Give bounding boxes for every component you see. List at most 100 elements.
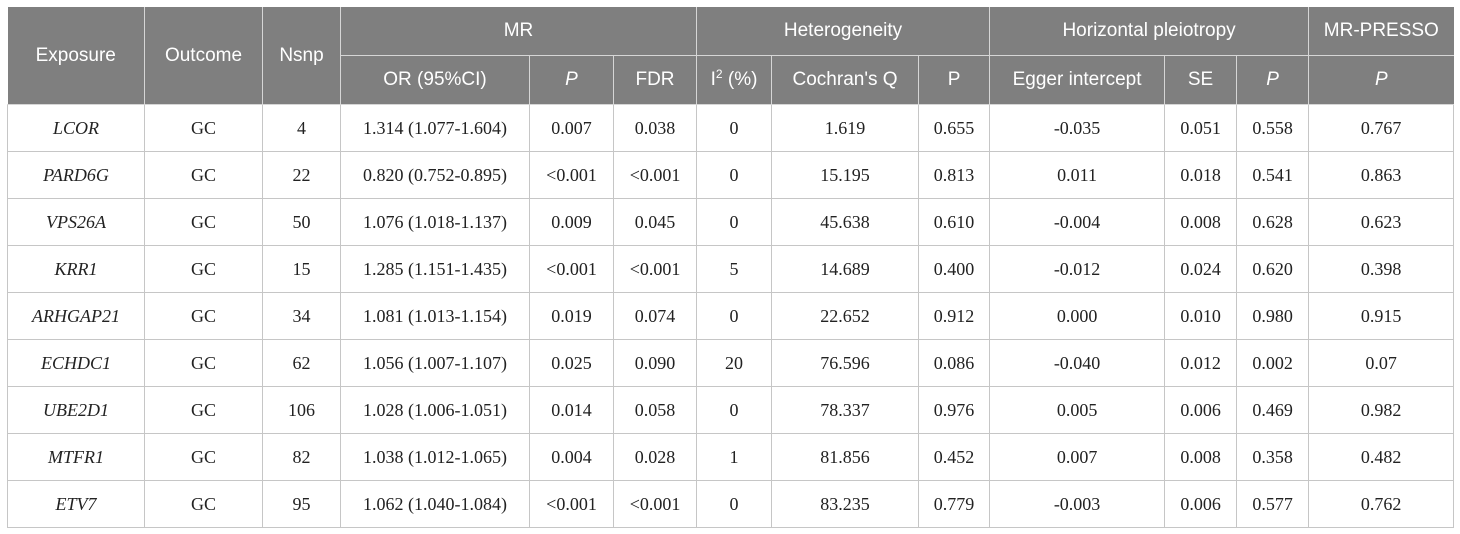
header-egger-intercept: Egger intercept bbox=[989, 55, 1165, 105]
cell-se: 0.006 bbox=[1164, 480, 1238, 528]
table-row: ARHGAP21 GC 34 1.081 (1.013-1.154) 0.019… bbox=[7, 292, 1455, 340]
cell-p-presso: 0.762 bbox=[1308, 480, 1455, 528]
table-row: MTFR1 GC 82 1.038 (1.012-1.065) 0.004 0.… bbox=[7, 433, 1455, 481]
cell-nsnp: 4 bbox=[262, 104, 341, 152]
cell-egger-intercept: -0.004 bbox=[989, 198, 1166, 246]
cell-or-ci: 1.285 (1.151-1.435) bbox=[340, 245, 530, 293]
table-row: ETV7 GC 95 1.062 (1.040-1.084) <0.001 <0… bbox=[7, 480, 1455, 528]
cell-p-heterogeneity: 0.452 bbox=[918, 433, 991, 481]
cell-fdr: <0.001 bbox=[612, 480, 698, 528]
cell-p-mr: 0.004 bbox=[529, 433, 614, 481]
cell-p-egger: 0.358 bbox=[1236, 433, 1310, 481]
cell-i2: 0 bbox=[696, 480, 773, 528]
cell-p-heterogeneity: 0.610 bbox=[918, 198, 991, 246]
cell-p-egger: 0.558 bbox=[1236, 104, 1310, 152]
cell-outcome: GC bbox=[144, 104, 263, 152]
cell-p-heterogeneity: 0.976 bbox=[918, 386, 991, 434]
cell-p-presso: 0.863 bbox=[1308, 151, 1455, 199]
cell-outcome: GC bbox=[144, 292, 263, 340]
header-p-heterogeneity: P bbox=[918, 55, 990, 105]
cell-fdr: 0.045 bbox=[612, 198, 698, 246]
cell-p-presso: 0.767 bbox=[1308, 104, 1455, 152]
header-se: SE bbox=[1164, 55, 1237, 105]
cell-outcome: GC bbox=[144, 386, 263, 434]
cell-cochran-q: 76.596 bbox=[771, 339, 920, 387]
cell-p-mr: 0.009 bbox=[529, 198, 614, 246]
cell-p-presso: 0.482 bbox=[1308, 433, 1455, 481]
cell-exposure: ECHDC1 bbox=[7, 339, 145, 387]
cell-se: 0.024 bbox=[1164, 245, 1238, 293]
cell-cochran-q: 45.638 bbox=[771, 198, 920, 246]
cell-i2: 0 bbox=[696, 151, 773, 199]
cell-se: 0.008 bbox=[1164, 433, 1238, 481]
header-or-ci: OR (95%CI) bbox=[340, 55, 530, 105]
cell-egger-intercept: 0.005 bbox=[989, 386, 1166, 434]
header-p-mr: P bbox=[529, 55, 614, 105]
cell-p-mr: <0.001 bbox=[529, 480, 614, 528]
header-row-columns: OR (95%CI) P FDR I2 (%) Cochran's Q P Eg… bbox=[8, 55, 1454, 105]
cell-p-heterogeneity: 0.779 bbox=[918, 480, 991, 528]
header-presso-group: MR-PRESSO bbox=[1308, 7, 1454, 56]
cell-nsnp: 22 bbox=[262, 151, 341, 199]
header-i2-superscript: 2 bbox=[715, 67, 723, 81]
cell-cochran-q: 81.856 bbox=[771, 433, 920, 481]
cell-p-egger: 0.980 bbox=[1236, 292, 1310, 340]
table-body: LCOR GC 4 1.314 (1.077-1.604) 0.007 0.03… bbox=[7, 104, 1455, 528]
table-row: VPS26A GC 50 1.076 (1.018-1.137) 0.009 0… bbox=[7, 198, 1455, 246]
cell-i2: 0 bbox=[696, 386, 773, 434]
cell-p-heterogeneity: 0.813 bbox=[918, 151, 991, 199]
mr-results-table: Exposure Outcome Nsnp MR Heterogeneity H… bbox=[7, 7, 1455, 528]
header-nsnp: Nsnp bbox=[262, 7, 341, 105]
cell-i2: 20 bbox=[696, 339, 773, 387]
cell-egger-intercept: 0.011 bbox=[989, 151, 1166, 199]
table-row: UBE2D1 GC 106 1.028 (1.006-1.051) 0.014 … bbox=[7, 386, 1455, 434]
cell-p-heterogeneity: 0.912 bbox=[918, 292, 991, 340]
cell-egger-intercept: 0.007 bbox=[989, 433, 1166, 481]
cell-exposure: KRR1 bbox=[7, 245, 145, 293]
cell-outcome: GC bbox=[144, 151, 263, 199]
header-pleiotropy-group: Horizontal pleiotropy bbox=[989, 7, 1309, 56]
cell-outcome: GC bbox=[144, 339, 263, 387]
cell-or-ci: 1.081 (1.013-1.154) bbox=[340, 292, 530, 340]
header-i2: I2 (%) bbox=[696, 55, 772, 105]
cell-outcome: GC bbox=[144, 198, 263, 246]
cell-egger-intercept: -0.040 bbox=[989, 339, 1166, 387]
cell-outcome: GC bbox=[144, 480, 263, 528]
cell-p-egger: 0.628 bbox=[1236, 198, 1310, 246]
cell-fdr: 0.028 bbox=[612, 433, 698, 481]
cell-p-egger: 0.620 bbox=[1236, 245, 1310, 293]
cell-exposure: ARHGAP21 bbox=[7, 292, 145, 340]
cell-cochran-q: 14.689 bbox=[771, 245, 920, 293]
header-heterogeneity-group: Heterogeneity bbox=[696, 7, 990, 56]
cell-nsnp: 106 bbox=[262, 386, 341, 434]
cell-egger-intercept: -0.012 bbox=[989, 245, 1166, 293]
cell-se: 0.006 bbox=[1164, 386, 1238, 434]
cell-exposure: LCOR bbox=[7, 104, 145, 152]
cell-or-ci: 0.820 (0.752-0.895) bbox=[340, 151, 530, 199]
cell-se: 0.051 bbox=[1164, 104, 1238, 152]
cell-cochran-q: 83.235 bbox=[771, 480, 920, 528]
cell-nsnp: 95 bbox=[262, 480, 341, 528]
cell-fdr: 0.058 bbox=[612, 386, 698, 434]
cell-or-ci: 1.038 (1.012-1.065) bbox=[340, 433, 530, 481]
cell-p-egger: 0.541 bbox=[1236, 151, 1310, 199]
cell-i2: 0 bbox=[696, 104, 773, 152]
cell-or-ci: 1.062 (1.040-1.084) bbox=[340, 480, 530, 528]
cell-cochran-q: 1.619 bbox=[771, 104, 920, 152]
cell-exposure: UBE2D1 bbox=[7, 386, 145, 434]
cell-outcome: GC bbox=[144, 245, 263, 293]
header-exposure: Exposure bbox=[7, 7, 145, 105]
cell-se: 0.010 bbox=[1164, 292, 1238, 340]
cell-p-egger: 0.469 bbox=[1236, 386, 1310, 434]
cell-p-heterogeneity: 0.400 bbox=[918, 245, 991, 293]
cell-or-ci: 1.056 (1.007-1.107) bbox=[340, 339, 530, 387]
cell-nsnp: 15 bbox=[262, 245, 341, 293]
cell-egger-intercept: -0.035 bbox=[989, 104, 1166, 152]
cell-exposure: MTFR1 bbox=[7, 433, 145, 481]
table-row: ECHDC1 GC 62 1.056 (1.007-1.107) 0.025 0… bbox=[7, 339, 1455, 387]
cell-p-mr: 0.007 bbox=[529, 104, 614, 152]
cell-p-heterogeneity: 0.655 bbox=[918, 104, 991, 152]
cell-p-mr: 0.014 bbox=[529, 386, 614, 434]
cell-or-ci: 1.028 (1.006-1.051) bbox=[340, 386, 530, 434]
header-cochran-q: Cochran's Q bbox=[771, 55, 919, 105]
